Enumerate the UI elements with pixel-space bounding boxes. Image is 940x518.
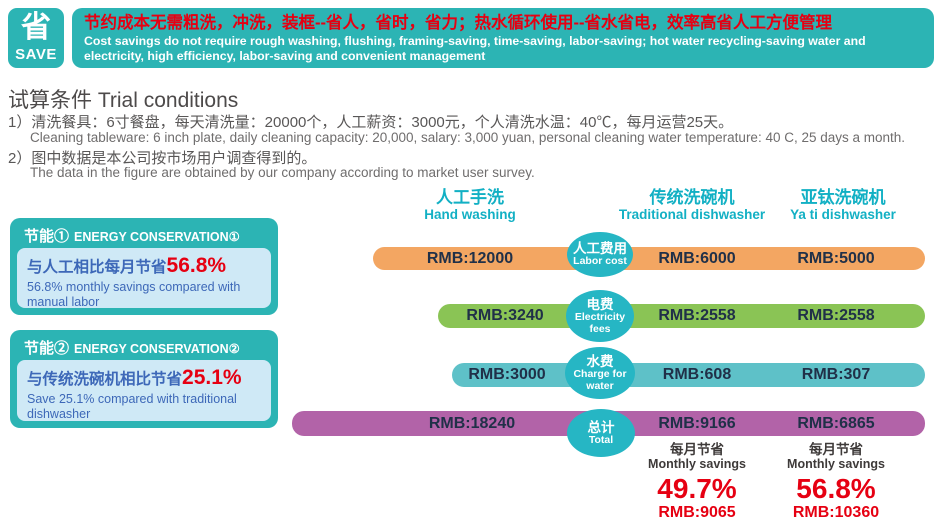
energy-box-1-panel: 与人工相比每月节省56.8% 56.8% monthly savings com… [17,248,271,309]
energy-conservation-box-1: 节能① ENERGY CONSERVATION① 与人工相比每月节省56.8% 5… [10,218,278,315]
energy-box-1-line: 与人工相比每月节省56.8% [27,254,261,278]
energy-box-1-line-cn: 与人工相比每月节省 [27,259,167,276]
column-header-hand-washing: 人工手洗 Hand washing [390,188,550,223]
energy-box-2-highlight: 25.1% [182,366,242,389]
column-header-yati-dishwasher: 亚钛洗碗机 Ya ti dishwasher [753,188,933,223]
header-banner: 节约成本无需粗洗，冲洗，装框--省人，省时，省力；热水循环使用--省水省电，效率… [72,8,934,68]
water-yati-value: RMB:307 [801,366,871,383]
header-title-en: Cost savings do not require rough washin… [84,34,866,63]
labor-cost-circle: 人工费用 Labor cost [567,232,633,277]
electricity-fees-bar [438,304,925,328]
energy-box-2-line-cn: 与传统洗碗机相比节省 [27,371,183,388]
monthly-savings-traditional-amount: RMB:9065 [658,504,736,518]
total-hand-washing-value: RMB:18240 [428,415,516,432]
monthly-savings-traditional-percent: 49.7% [657,473,737,504]
column-header-traditional-en: Traditional dishwasher [618,207,766,222]
energy-box-2-line: 与传统洗碗机相比节省25.1% [27,366,261,390]
total-circle: 总计 Total [567,409,635,457]
energy-box-1-header: 节能① ENERGY CONSERVATION① [10,218,278,246]
total-circle-cn: 总计 [587,419,615,435]
labor-cost-circle-en: Labor cost [573,255,627,268]
water-traditional-value: RMB:608 [662,366,732,383]
energy-box-1-highlight: 56.8% [166,254,227,277]
trial-item-1-en: Cleaning tableware: 6 inch plate, daily … [30,130,906,145]
monthly-savings-yati-amount: RMB:10360 [792,504,880,518]
electricity-fees-circle: 电费 Electricity fees [566,290,634,342]
energy-box-1-title-cn: 节能① [24,228,70,245]
monthly-savings-yati: 每月节省 Monthly savings 56.8% RMB:10360 [751,442,921,518]
labor-cost-circle-cn: 人工费用 [573,241,627,257]
column-header-traditional-cn: 传统洗碗机 [649,188,735,207]
electricity-yati-value: RMB:2558 [797,307,875,324]
labor-cost-bar [373,247,925,270]
electricity-circle-cn: 电费 [586,297,614,312]
electricity-hand-washing-value: RMB:3240 [466,307,544,324]
column-header-traditional-dishwasher: 传统洗碗机 Traditional dishwasher [602,188,782,223]
water-charge-circle: 水费 Charge for water [565,347,635,399]
save-badge-cn: 省 [21,11,51,44]
column-header-hand-washing-en: Hand washing [424,207,516,222]
energy-box-2-line-en: Save 25.1% compared with traditional dis… [27,392,237,421]
total-traditional-value: RMB:9166 [658,415,736,432]
save-badge-en: SAVE [15,46,57,63]
monthly-savings-traditional-en: Monthly savings [648,457,746,471]
monthly-savings-traditional: 每月节省 Monthly savings 49.7% RMB:9065 [612,442,782,518]
energy-box-1-title-en: ENERGY CONSERVATION① [74,230,240,244]
header-title-cn: 节约成本无需粗洗，冲洗，装框--省人，省时，省力；热水循环使用--省水省电，效率… [84,14,832,32]
water-charge-bar [452,363,925,387]
save-badge: 省 SAVE [8,8,64,68]
monthly-savings-yati-percent: 56.8% [796,473,876,504]
labor-cost-traditional-value: RMB:6000 [658,250,736,267]
monthly-savings-yati-en: Monthly savings [787,457,885,471]
electricity-circle-en: Electricity fees [574,311,626,335]
monthly-savings-traditional-cn: 每月节省 [670,442,724,457]
water-circle-en: Charge for water [573,368,627,392]
monthly-savings-yati-cn: 每月节省 [809,442,863,457]
energy-box-1-line-en: 56.8% monthly savings compared with manu… [27,280,241,309]
trial-item-1-cn: 1）清洗餐具：6寸餐盘，每天清洗量：20000个，人工薪资：3000元，个人清洗… [8,114,734,131]
column-header-yati-cn: 亚钛洗碗机 [800,188,886,207]
energy-conservation-box-2: 节能② ENERGY CONSERVATION② 与传统洗碗机相比节省25.1% … [10,330,278,428]
labor-cost-yati-value: RMB:5000 [797,250,875,267]
trial-item-2-en: The data in the figure are obtained by o… [30,165,535,180]
column-header-hand-washing-cn: 人工手洗 [436,188,504,207]
trial-conditions-title: 试算条件 Trial conditions [8,89,239,112]
electricity-traditional-value: RMB:2558 [658,307,736,324]
column-header-yati-en: Ya ti dishwasher [790,207,896,222]
water-hand-washing-value: RMB:3000 [468,366,546,383]
energy-box-2-title-cn: 节能② [24,340,70,357]
trial-item-2-cn: 2）图中数据是本公司按市场用户调查得到的。 [8,150,317,167]
total-circle-en: Total [588,433,614,446]
labor-cost-hand-washing-value: RMB:12000 [426,250,514,267]
energy-box-2-panel: 与传统洗碗机相比节省25.1% Save 25.1% compared with… [17,360,271,421]
water-circle-cn: 水费 [586,354,614,369]
energy-box-2-title-en: ENERGY CONSERVATION② [74,342,240,356]
total-yati-value: RMB:6865 [797,415,875,432]
energy-box-2-header: 节能② ENERGY CONSERVATION② [10,330,278,358]
